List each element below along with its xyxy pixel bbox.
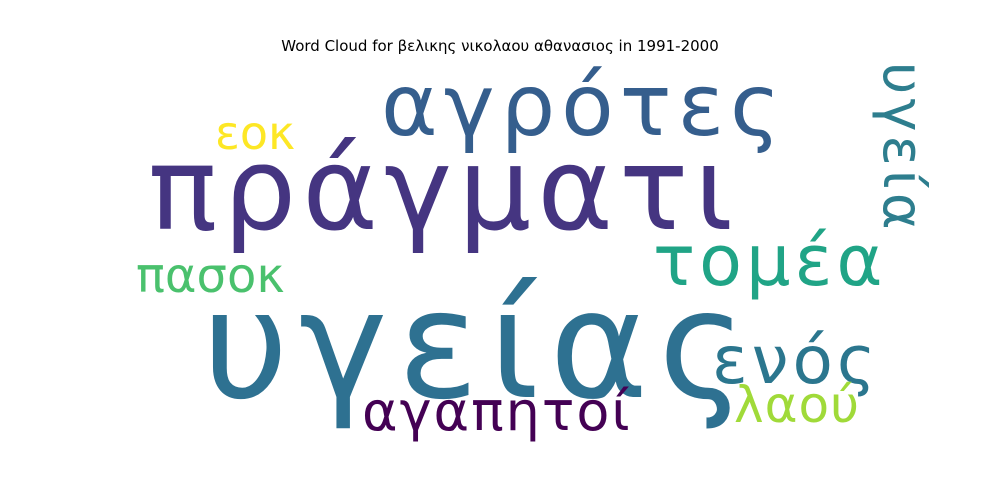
word-10: εοκ: [215, 106, 295, 160]
word-7: αγαπητοί: [362, 380, 632, 443]
word-6: υγεία: [870, 62, 935, 234]
word-9: λαού: [734, 376, 860, 434]
chart-title: Word Cloud for βελικης νικολαου αθανασιο…: [281, 37, 719, 55]
word-4: τομέα: [653, 220, 887, 302]
word-8: πασοκ: [136, 248, 285, 304]
word-2: πράγματι: [148, 123, 739, 257]
word-5: ενός: [712, 322, 880, 399]
word-1: υγείας: [202, 259, 756, 433]
word-3: αγρότες: [381, 56, 787, 156]
